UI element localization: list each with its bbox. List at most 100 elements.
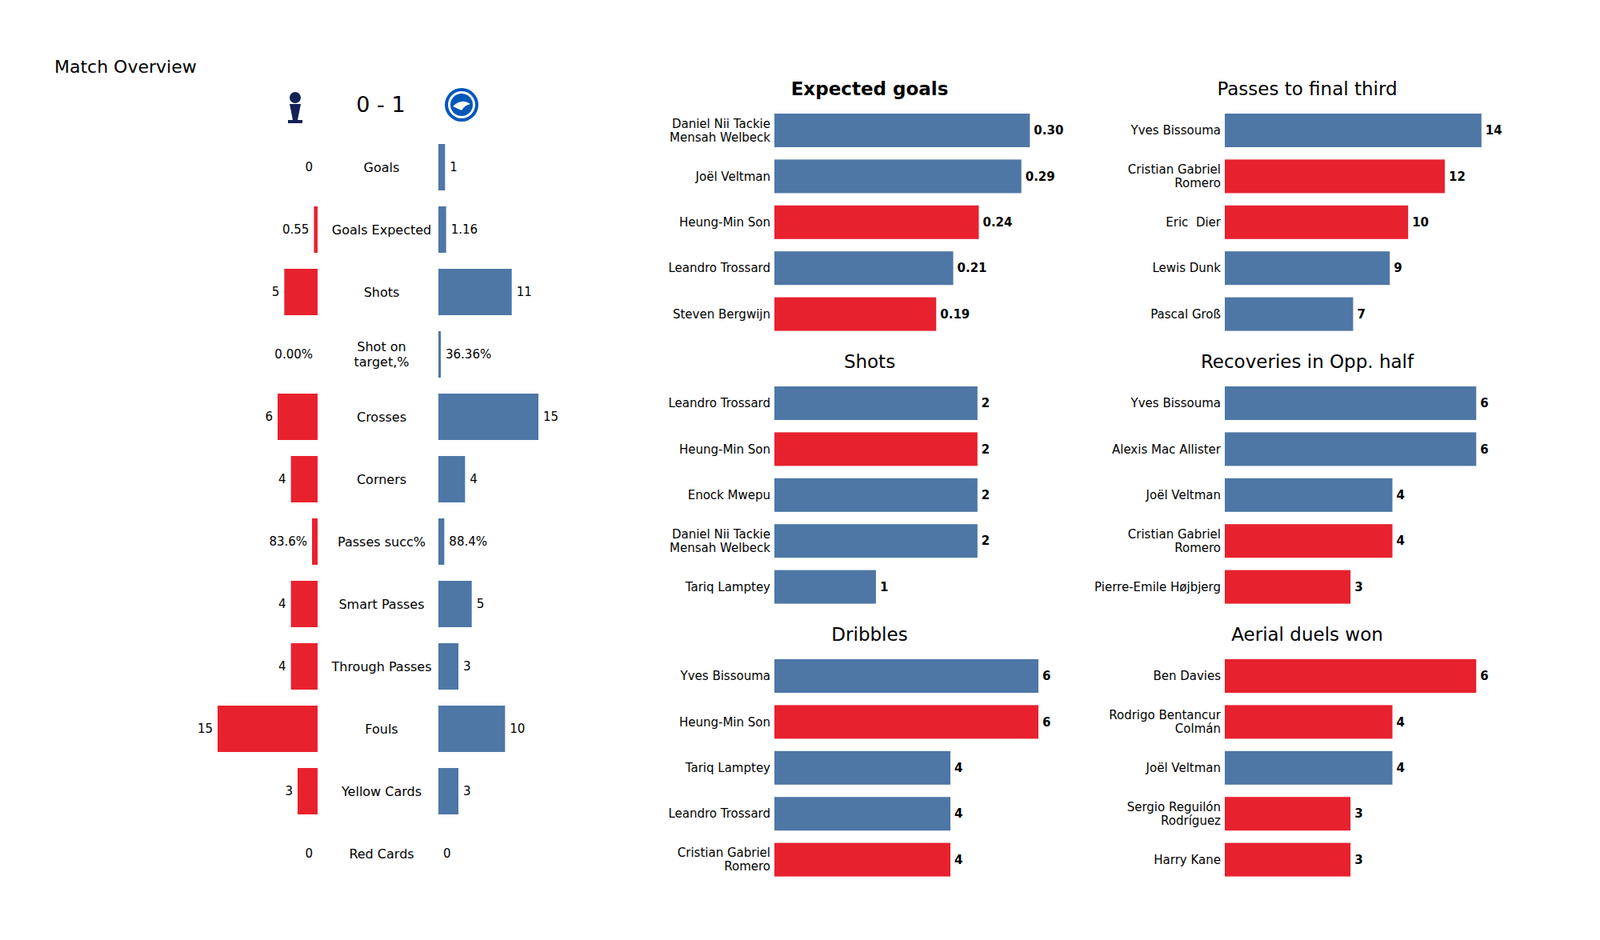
category-label: Joël Veltman — [1145, 760, 1221, 776]
away-bar — [438, 456, 465, 503]
category-label: Eric Dier — [1165, 215, 1222, 230]
data-label: 4 — [954, 760, 963, 776]
category-label-line: Joël Veltman — [695, 169, 771, 184]
bar — [774, 159, 1022, 193]
data-label: 6 — [1480, 668, 1488, 684]
data-label: 4 — [1396, 760, 1405, 776]
category-label: Yellow Cards — [340, 784, 422, 800]
category-label-line: Goals — [364, 160, 400, 176]
data-label-line: 4 — [278, 659, 287, 674]
data-label: 10 — [1412, 215, 1429, 230]
data-label-line: 0.55 — [282, 222, 309, 237]
bar — [774, 524, 978, 558]
data-label: 1 — [449, 160, 458, 175]
data-label-line: 4 — [1396, 760, 1405, 776]
category-label: Ben Davies — [1152, 668, 1221, 684]
category-label-line: Eric Dier — [1165, 215, 1222, 230]
bar — [1224, 751, 1393, 785]
data-label-line: 2 — [981, 396, 990, 411]
home-bar — [217, 705, 318, 752]
home-bar — [291, 643, 318, 690]
category-label-line: Yellow Cards — [340, 784, 422, 800]
away-logo — [444, 88, 479, 122]
player-panel: DribblesYves Bissouma6Heung-Min Son6Tari… — [668, 624, 1051, 877]
panel-bars — [774, 386, 978, 604]
bar — [1224, 524, 1393, 558]
score: 0 - 1 — [356, 92, 405, 117]
player-panel: Passes to final third Yves Bissouma 14 Cris… — [1128, 78, 1503, 332]
data-label-line: 6 — [1042, 715, 1051, 730]
bar — [774, 570, 876, 604]
panel-title: Expected goals — [791, 78, 949, 100]
data-label-line: 4 — [954, 806, 963, 821]
data-label: 0.30 — [1033, 123, 1064, 138]
data-label-line: 15 — [543, 409, 559, 424]
panel-title-line: Shots — [844, 351, 896, 372]
bar — [774, 205, 979, 240]
data-label: 3 — [1354, 580, 1363, 595]
player-panel: Aerial duels won Ben Davies 6 Rodrigo Benta… — [1108, 624, 1489, 877]
category-label: Crosses — [356, 409, 407, 425]
category-label-line: Heung-Min Son — [679, 442, 771, 457]
category-label-line: Yves Bissouma — [1130, 123, 1221, 138]
category-label: Joël Veltman — [695, 169, 771, 184]
category-label: Tariq Lamptey — [684, 580, 771, 595]
data-label: 6 — [1480, 442, 1488, 457]
panel-title: Passes to final third — [1216, 78, 1397, 100]
home-bars — [217, 206, 318, 815]
data-label-line: 4 — [278, 472, 287, 487]
home-bar — [297, 768, 318, 815]
data-label: 15 — [543, 409, 559, 424]
category-label-line: Harry Kane — [1153, 852, 1221, 868]
data-label-line: 2 — [981, 442, 990, 457]
data-label-line: 0.29 — [1025, 169, 1056, 184]
category-label-line: Steven Bergwijn — [672, 307, 771, 322]
home-bar — [313, 206, 318, 253]
category-label: Alexis Mac Allister — [1112, 442, 1222, 457]
data-label: 1 — [880, 580, 888, 595]
bar — [774, 751, 951, 785]
category-label-line: Rodríguez — [1160, 813, 1221, 828]
data-label: 0.24 — [982, 215, 1012, 230]
data-label: 7 — [1356, 307, 1365, 322]
data-label-line: 15 — [197, 721, 213, 736]
category-label: Enock Mwepu — [688, 488, 771, 503]
category-label: Daniel Nii TackieMensah Welbeck — [669, 116, 771, 145]
category-label: Heung-Min Son — [679, 715, 771, 730]
data-label-line: 0.30 — [1033, 123, 1064, 138]
data-label-line: 83.6% — [268, 534, 308, 549]
category-label: Through Passes — [330, 659, 432, 675]
category-label: Leandro Trossard — [668, 806, 771, 821]
bar — [774, 704, 1039, 739]
home-bar — [317, 830, 319, 877]
bar — [774, 386, 978, 420]
data-label-line: 6 — [1480, 668, 1488, 684]
home-bar — [317, 144, 319, 191]
category-label-line: Romero — [724, 859, 771, 874]
data-label: 4 — [954, 806, 963, 821]
data-label: 0.00% — [274, 347, 313, 362]
panel-bars — [774, 659, 1039, 877]
bar — [774, 843, 951, 877]
category-label-line: Pascal Groß — [1150, 307, 1221, 322]
data-label-line: 14 — [1485, 123, 1503, 138]
data-label: 5 — [272, 284, 280, 300]
category-label: Leandro Trossard — [668, 396, 771, 411]
category-label-line: Rodrigo Bentancur — [1108, 708, 1222, 723]
data-label: 6 — [1042, 668, 1051, 684]
category-label-line: Joël Veltman — [1145, 760, 1221, 776]
bar — [1224, 297, 1353, 332]
data-label: 3 — [463, 659, 472, 674]
player-panel: Shots Leandro Trossard 2 Heung-Min Son 2 Enoc… — [668, 351, 990, 604]
data-label-line: 6 — [1480, 442, 1488, 457]
category-label-line: Cristian Gabriel — [1128, 162, 1221, 177]
data-label: 6 — [1480, 396, 1488, 411]
data-label-line: 3 — [463, 659, 472, 674]
data-label-line: 0.00% — [274, 347, 313, 362]
category-label-line: Through Passes — [330, 659, 432, 675]
away-bar — [438, 643, 459, 690]
panel-title: Aerial duels won — [1231, 624, 1384, 645]
data-label: 2 — [981, 488, 990, 503]
category-label-line: Cristian Gabriel — [1128, 527, 1221, 542]
data-label-line: 1.16 — [451, 222, 478, 237]
